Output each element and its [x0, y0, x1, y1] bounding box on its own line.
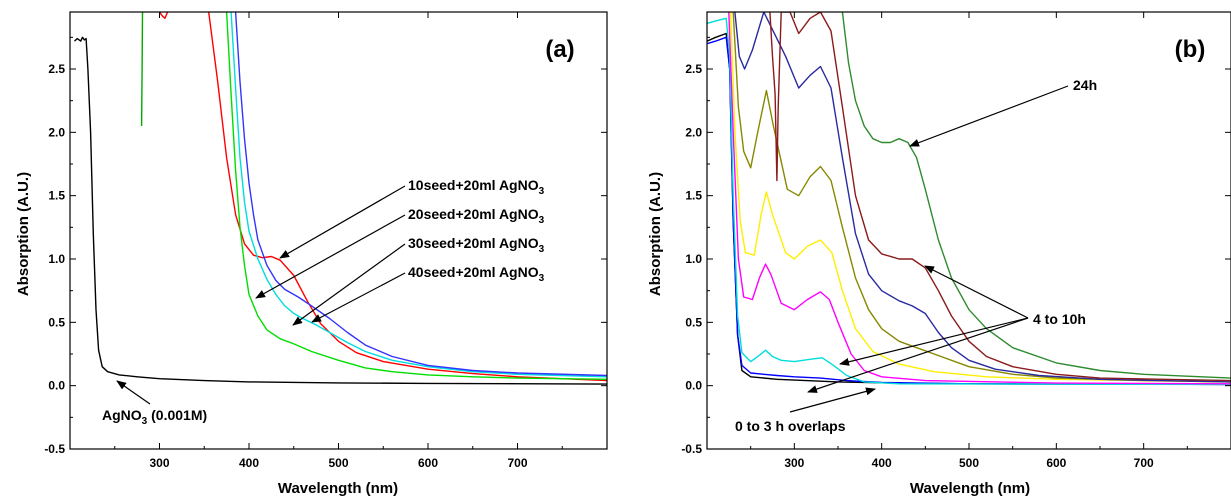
x-tick-label-b-700: 700: [1134, 456, 1154, 470]
x-tick-label-a-300: 300: [149, 456, 169, 470]
annotation-arrow-2: [292, 243, 406, 326]
y-tick-label-a: 2.0: [48, 125, 65, 139]
annotation-arrow-4: [116, 380, 151, 405]
plot-area-b: 300 400 500 600 700 -0.5 0.0 0.5 1.0 1.5 2.0 2.5: [681, 11, 1231, 470]
series-line-a-2: [225, 12, 607, 380]
x-tick-label-b-400: 400: [872, 456, 892, 470]
annotation-arrow-8: [807, 317, 1029, 393]
y-tick-label-a: -0.5: [44, 442, 65, 456]
y-tick-label-a: 1.5: [48, 189, 65, 203]
series-line-b-5: [732, 12, 1231, 383]
annotation-arrow-6: [924, 265, 1029, 319]
panel-b-x-axis-title: Wavelength (nm): [910, 480, 1030, 497]
panel-a: (a) Wavelength (nm) Absorption (A.U.) Ag…: [15, 36, 575, 497]
x-tick-label-a-500: 500: [328, 456, 348, 470]
x-tick-label-b-600: 600: [1046, 456, 1066, 470]
panel-b-annotation-0-to-3h: 0 to 3 h overlaps: [735, 418, 846, 434]
series-line-a-3: [230, 12, 607, 378]
series-line-a-4: [234, 12, 607, 377]
y-tick-label-a: 2.5: [48, 62, 65, 76]
series-line-b-7: [769, 12, 1231, 382]
panel-b: (b) Wavelength (nm) Absorption (A.U.) 24…: [647, 36, 1205, 497]
series-line-b-8: [841, 12, 1231, 379]
panel-a-annotation-20seed: 20seed+20ml AgNO3: [408, 206, 545, 226]
series-line-b-3: [728, 12, 1231, 385]
annotation-arrow-3: [311, 272, 406, 323]
y-tick-label-a: 0.5: [48, 315, 65, 329]
annotation-arrow-0: [279, 185, 406, 259]
annotation-arrow-5: [909, 85, 1069, 147]
y-tick-label-b: 2.0: [685, 125, 702, 139]
x-tick-label-a-700: 700: [507, 456, 527, 470]
y-tick-label-b: 0.0: [685, 379, 702, 393]
plot-area-a: 300 400 500 600 700 -0.5 0.0 0.5 1.0 1.5 2.0 2.5: [44, 11, 608, 470]
panel-a-annotation-40seed: 40seed+20ml AgNO3: [408, 264, 545, 284]
series-line-b-0: [707, 32, 1231, 386]
y-tick-label-b: 0.5: [685, 315, 702, 329]
panel-b-y-axis-title: Absorption (A.U.): [647, 172, 664, 296]
series-line-a-0: [74, 36, 607, 385]
series-group-a: [74, 12, 607, 385]
y-tick-label-a: 1.0: [48, 252, 65, 266]
y-tick-label-b: 1.0: [685, 252, 702, 266]
x-tick-label-a-400: 400: [239, 456, 259, 470]
x-tick-label-b-300: 300: [784, 456, 804, 470]
panel-a-y-axis-title: Absorption (A.U.): [15, 172, 32, 296]
panel-b-annotation-4-to-10h: 4 to 10h: [1033, 311, 1086, 327]
panel-b-label: (b): [1175, 36, 1206, 63]
x-tick-label-b-500: 500: [959, 456, 979, 470]
series-line-a-6: [158, 12, 169, 19]
series-line-b-6: [734, 12, 1231, 383]
annotation-arrow-1: [255, 214, 406, 299]
x-tick-label-a-600: 600: [418, 456, 438, 470]
series-line-a-1: [208, 12, 607, 382]
y-tick-label-b: 2.5: [685, 62, 702, 76]
annotation-arrow-7: [839, 317, 1029, 366]
y-tick-label-a: 0.0: [48, 379, 65, 393]
panel-a-label: (a): [545, 36, 574, 63]
series-line-b-4: [729, 12, 1231, 383]
y-tick-label-b: 1.5: [685, 189, 702, 203]
series-group-b: [707, 12, 1231, 386]
series-line-a-5: [140, 12, 144, 127]
panel-a-annotation-30seed: 30seed+20ml AgNO3: [408, 235, 545, 255]
panel-a-annotation-agno3: AgNO3 (0.001M): [102, 407, 207, 427]
panel-a-annotation-10seed: 10seed+20ml AgNO3: [408, 177, 545, 197]
series-line-b-2: [707, 17, 1231, 386]
y-tick-label-b: -0.5: [681, 442, 702, 456]
annotation-arrow-9: [789, 387, 876, 413]
panel-a-x-axis-title: Wavelength (nm): [278, 480, 398, 497]
panel-b-annotation-24h: 24h: [1073, 77, 1097, 93]
